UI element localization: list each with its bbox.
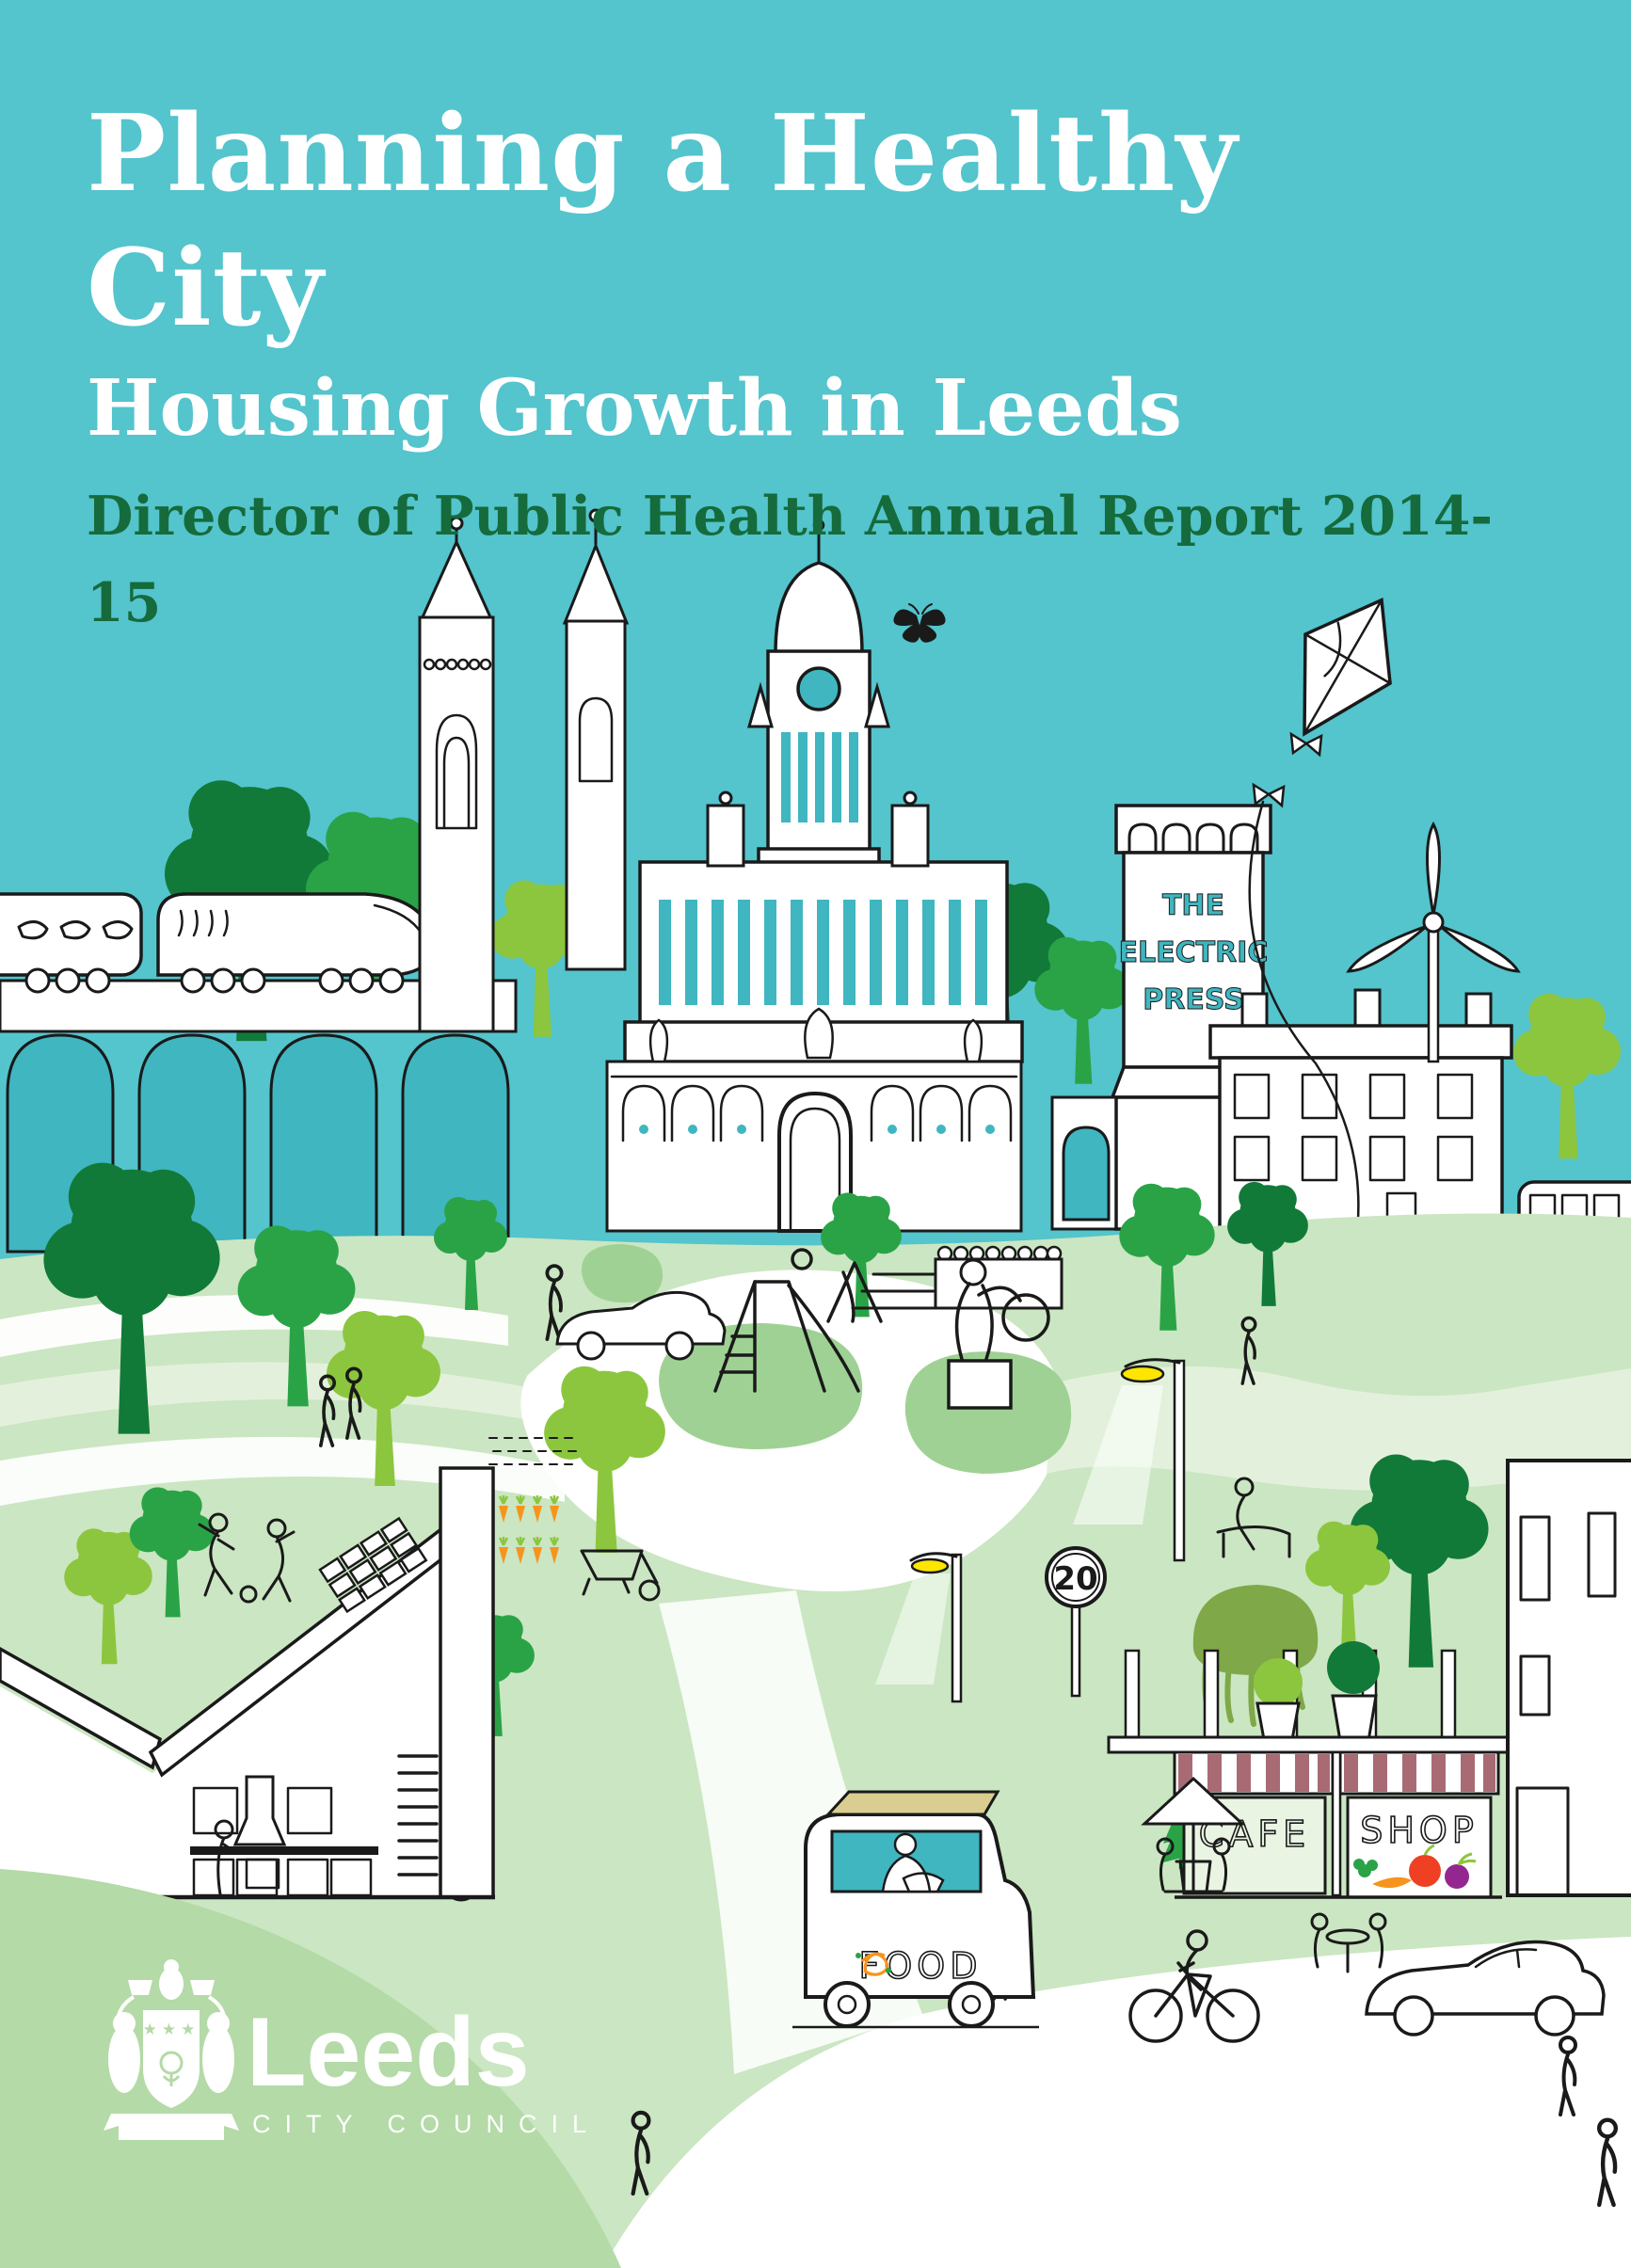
title-block: Planning a Healthy City Housing Growth i… xyxy=(87,87,1498,646)
lamp-post xyxy=(1073,1358,1186,1562)
electric-press-sign-line1: THE xyxy=(1162,889,1224,922)
bell-tower xyxy=(562,508,630,971)
staircase xyxy=(397,1754,439,1877)
allotment xyxy=(481,1437,661,1602)
terrace-houses-right xyxy=(1208,988,1513,1250)
food-truck: FOOD xyxy=(792,1790,1039,2029)
street-table xyxy=(1310,1912,1387,1973)
tall-building xyxy=(1506,1459,1631,1897)
train xyxy=(0,892,437,994)
bandstand xyxy=(851,1245,1063,1310)
page-title: Planning a Healthy City xyxy=(87,92,1239,351)
wheelbarrow xyxy=(580,1549,661,1602)
electric-press-sign-line2: ELECTRIC xyxy=(1119,936,1269,969)
logo-panel xyxy=(0,1869,621,2268)
vegetable-display xyxy=(1353,1844,1477,1889)
gateway xyxy=(605,1007,1023,1233)
speed-limit-sign: 20 xyxy=(1045,1546,1107,1698)
playground xyxy=(713,1248,883,1393)
shop-awning xyxy=(1338,1750,1500,1796)
electric-press-sign-line3: PRESS xyxy=(1143,983,1243,1016)
cafe-umbrella xyxy=(1141,1776,1246,1893)
logo-sub-wordmark: CITY COUNCIL xyxy=(252,2110,600,2138)
solar-panels xyxy=(318,1516,428,1614)
lamp-post xyxy=(875,1552,963,1703)
statue xyxy=(947,1258,1050,1410)
kite xyxy=(1248,598,1392,1489)
park-paths xyxy=(520,1270,1631,2268)
cyclist xyxy=(1128,1929,1260,2043)
leeds-city-council-logo: ★★★ Leeds CITY COUNCIL xyxy=(104,1959,600,2140)
carrot-rows xyxy=(481,1495,560,1564)
food-truck-sign: FOOD xyxy=(859,1945,983,1987)
car xyxy=(1365,1940,1606,2036)
town-hall-colonnade xyxy=(659,900,987,1005)
town-hall xyxy=(623,519,1024,1063)
eco-house xyxy=(0,1466,495,1900)
cafe-shop-parade: CAFE SHOP xyxy=(1107,1641,1510,1973)
crest-stars: ★★★ xyxy=(143,2020,200,2038)
leeds-crest: ★★★ xyxy=(104,1959,239,2140)
report-line: Director of Public Health Annual Report … xyxy=(87,485,1494,634)
shop-sign: SHOP xyxy=(1360,1810,1479,1851)
logo-wordmark: Leeds xyxy=(247,1998,530,2107)
church-tower xyxy=(418,516,495,1033)
kitchen xyxy=(190,1775,378,1897)
wind-turbine xyxy=(1346,821,1521,1063)
car xyxy=(555,1290,727,1361)
speed-limit-value: 20 xyxy=(1053,1560,1097,1598)
footballers xyxy=(198,1512,296,1604)
page-subtitle: Housing Growth in Leeds xyxy=(87,362,1182,454)
butterfly-icon xyxy=(893,603,946,643)
